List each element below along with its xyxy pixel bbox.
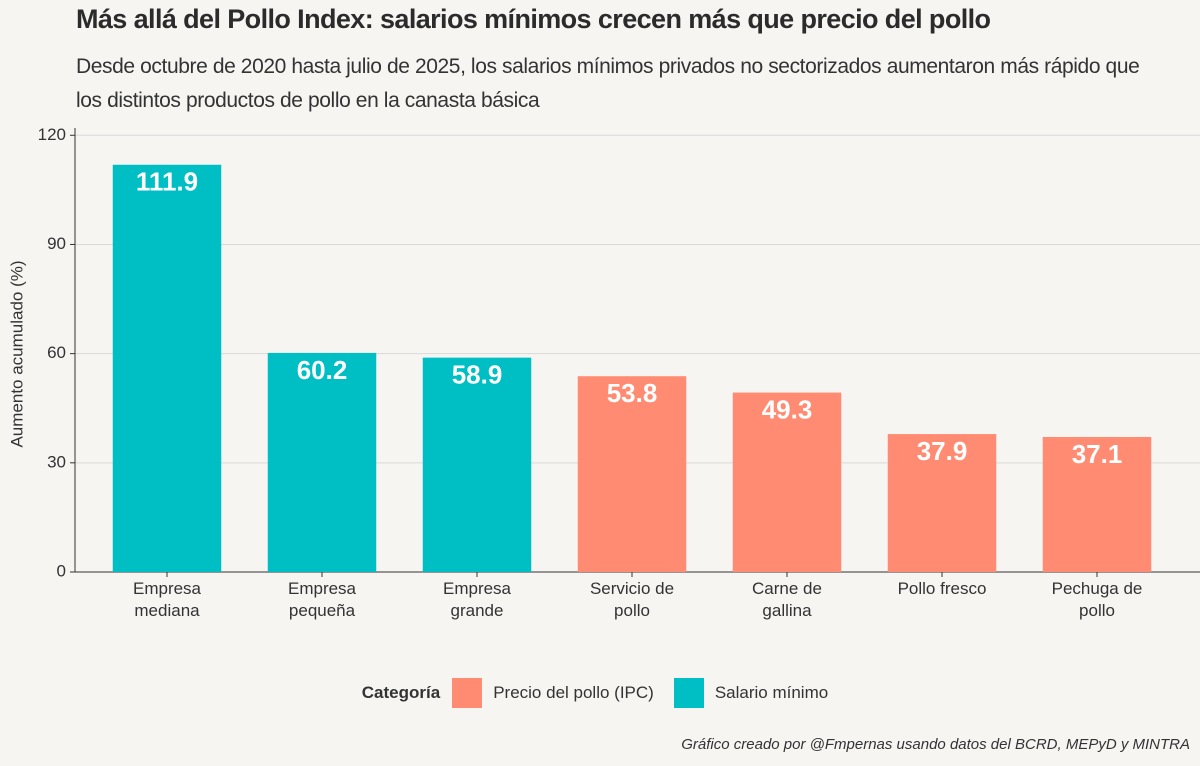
y-tick-label: 30 <box>47 452 66 471</box>
legend: Categoría Precio del pollo (IPC) Salario … <box>0 678 1200 708</box>
x-tick-label: Pollo fresco <box>897 579 987 598</box>
chart-title: Más allá del Pollo Index: salarios mínim… <box>76 4 991 34</box>
data-label: 53.8 <box>607 378 658 408</box>
legend-item: Precio del pollo (IPC) <box>452 678 654 708</box>
legend-swatch <box>673 678 704 708</box>
legend-item: Salario mínimo <box>673 678 829 708</box>
data-label: 60.2 <box>297 355 348 385</box>
data-label: 37.9 <box>917 436 968 466</box>
bar <box>112 164 222 572</box>
x-tick-label: Pechuga de pollo <box>1051 579 1143 620</box>
legend-label: Salario mínimo <box>714 683 829 702</box>
data-label: 111.9 <box>136 167 198 197</box>
x-tick-label: Empresa pequeña <box>287 579 357 620</box>
bar <box>1042 436 1152 572</box>
legend-title: Categoría <box>361 683 441 702</box>
bar <box>887 434 997 572</box>
data-label: 58.9 <box>452 360 503 390</box>
y-tick-label: 0 <box>57 561 66 580</box>
y-tick-label: 90 <box>47 234 66 253</box>
y-tick-label: 60 <box>47 343 66 362</box>
data-label: 37.1 <box>1072 439 1123 469</box>
x-tick-label: Empresa grande <box>442 579 512 620</box>
y-axis-label: Aumento acumulado (%) <box>7 260 26 447</box>
x-tick-label: Empresa mediana <box>132 579 202 620</box>
x-tick-label: Servicio de pollo <box>589 579 675 620</box>
bar <box>577 376 687 572</box>
x-tick-label: Carne de gallina <box>752 579 822 620</box>
bar <box>732 392 842 572</box>
caption: Gráfico creado por @Fmpernas usando dato… <box>681 736 1190 753</box>
legend-label: Precio del pollo (IPC) <box>493 683 654 702</box>
y-tick-label: 120 <box>38 125 66 144</box>
bar <box>422 357 532 572</box>
data-label: 49.3 <box>762 394 813 424</box>
chart-subtitle: Desde octubre de 2020 hasta julio de 202… <box>76 55 1140 112</box>
bar <box>267 352 377 572</box>
legend-swatch <box>452 678 483 708</box>
